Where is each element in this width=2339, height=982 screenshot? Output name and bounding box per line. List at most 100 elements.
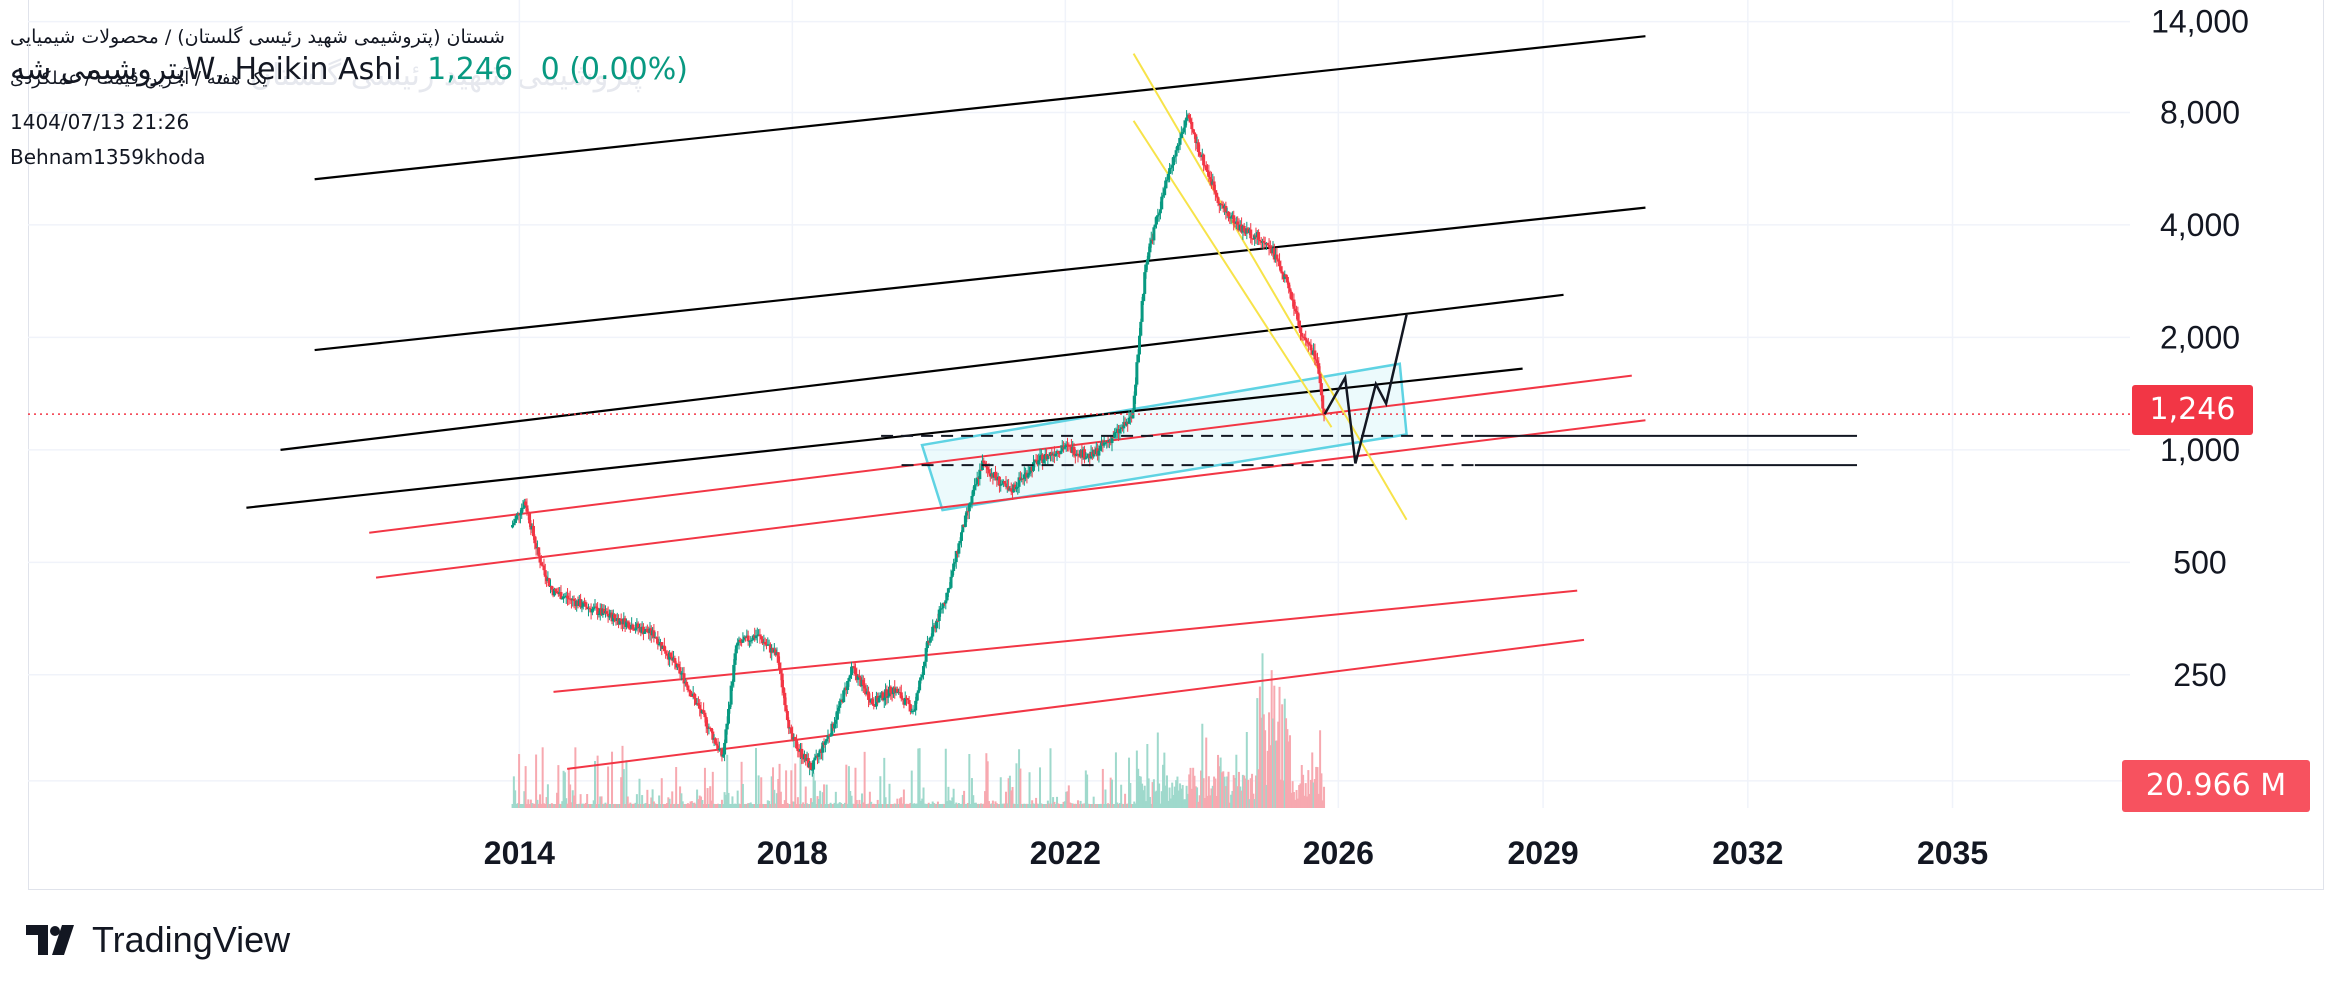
candle-body — [605, 611, 609, 614]
interval-style[interactable]: W, Heikin Ashi — [185, 52, 402, 87]
candle-body — [1031, 462, 1035, 471]
volume-bar — [692, 803, 695, 808]
volume-bar — [1035, 797, 1038, 808]
volume-bar — [849, 791, 852, 808]
candle-body — [694, 698, 698, 705]
candle-body — [914, 700, 918, 711]
volume-bar — [1220, 772, 1223, 808]
candle-body — [673, 658, 677, 663]
volume-bar — [955, 802, 958, 808]
volume-bar — [665, 803, 668, 808]
candle-body — [1111, 437, 1115, 439]
volume-bar — [647, 804, 650, 808]
volume-bar — [728, 803, 731, 808]
candle-body — [1304, 337, 1308, 341]
candle-body — [704, 717, 708, 727]
symbol-name[interactable]: پتروشیمی شه — [10, 52, 186, 87]
tradingview-logo[interactable]: TradingView — [26, 916, 290, 964]
candle-body — [730, 681, 734, 686]
candle-body — [870, 699, 874, 705]
volume-bar — [642, 804, 645, 808]
candle-body — [702, 710, 706, 713]
volume-bar — [1192, 767, 1195, 808]
candle-body — [677, 664, 681, 668]
volume-bar — [651, 789, 654, 808]
candle-body — [511, 524, 515, 528]
candle-body — [524, 501, 528, 506]
volume-bar — [919, 800, 922, 808]
volume-bar — [1160, 791, 1163, 808]
candle-body — [784, 705, 788, 712]
candle-body — [1300, 332, 1304, 337]
volume-bar — [1024, 804, 1027, 808]
candle-body — [1172, 156, 1176, 166]
volume-bar — [970, 778, 973, 808]
candle-body — [1314, 359, 1318, 361]
candle-body — [554, 588, 558, 592]
candle-body — [560, 598, 564, 600]
volume-bar — [1131, 803, 1134, 808]
volume-bar — [524, 766, 527, 808]
volume-bar — [1079, 800, 1082, 808]
volume-bar — [959, 804, 962, 808]
volume-bar — [845, 764, 848, 808]
red-trendline-2 — [553, 589, 1578, 693]
candle-body — [1042, 459, 1046, 463]
candle-body — [526, 511, 530, 514]
candle-body — [669, 652, 673, 657]
candle-body — [1194, 134, 1198, 143]
volume-bar — [595, 803, 598, 808]
candle-body — [1196, 142, 1200, 153]
volume-bar — [1312, 782, 1315, 808]
candle-body — [597, 613, 601, 615]
volume-bar — [1205, 737, 1208, 808]
volume-bar — [1152, 779, 1155, 808]
volume-bar — [1109, 777, 1112, 808]
candle-body — [1315, 360, 1319, 364]
volume-bar — [1163, 752, 1166, 808]
volume-bar — [723, 792, 726, 808]
volume-bar — [1088, 803, 1091, 808]
candle-body — [521, 507, 525, 509]
candle-body — [631, 624, 635, 630]
candle-body — [1021, 478, 1025, 480]
volume-bar — [685, 803, 688, 808]
volume-bar — [754, 748, 757, 808]
volume-bar — [918, 748, 921, 808]
volume-bar — [1099, 803, 1102, 808]
candle-body — [957, 543, 961, 554]
volume-bar — [967, 802, 970, 808]
candle-body — [665, 653, 669, 656]
volume-bar — [1196, 787, 1199, 808]
volume-bar — [1177, 790, 1180, 808]
volume-bar — [1240, 790, 1243, 808]
volume-bar — [1023, 803, 1026, 808]
candle-body — [1293, 308, 1297, 311]
candle-body — [1041, 454, 1045, 463]
volume-bar — [617, 804, 620, 808]
candle-body — [942, 603, 946, 605]
volume-bar — [701, 799, 704, 808]
volume-bar — [1264, 730, 1267, 808]
volume-bar — [1090, 803, 1093, 808]
volume-bar — [565, 798, 568, 808]
candle-body — [878, 695, 882, 698]
volume-bar — [1001, 803, 1004, 808]
candle-body — [1068, 445, 1072, 447]
volume-bar — [806, 803, 809, 808]
volume-bar — [1032, 803, 1035, 808]
candle-body — [1157, 213, 1161, 216]
volume-bar — [532, 803, 535, 808]
volume-bar — [1059, 803, 1062, 808]
volume-bar — [611, 751, 614, 808]
y-tick-label-5: 500 — [2173, 544, 2226, 580]
candle-body — [746, 635, 750, 642]
volume-bar — [1295, 789, 1298, 808]
volume-bar — [843, 802, 846, 808]
volume-bar — [557, 765, 560, 808]
volume-bar — [694, 803, 697, 808]
volume-bar — [963, 790, 966, 808]
volume-bar — [1317, 793, 1320, 808]
legend-price: 1,246 — [427, 52, 514, 87]
